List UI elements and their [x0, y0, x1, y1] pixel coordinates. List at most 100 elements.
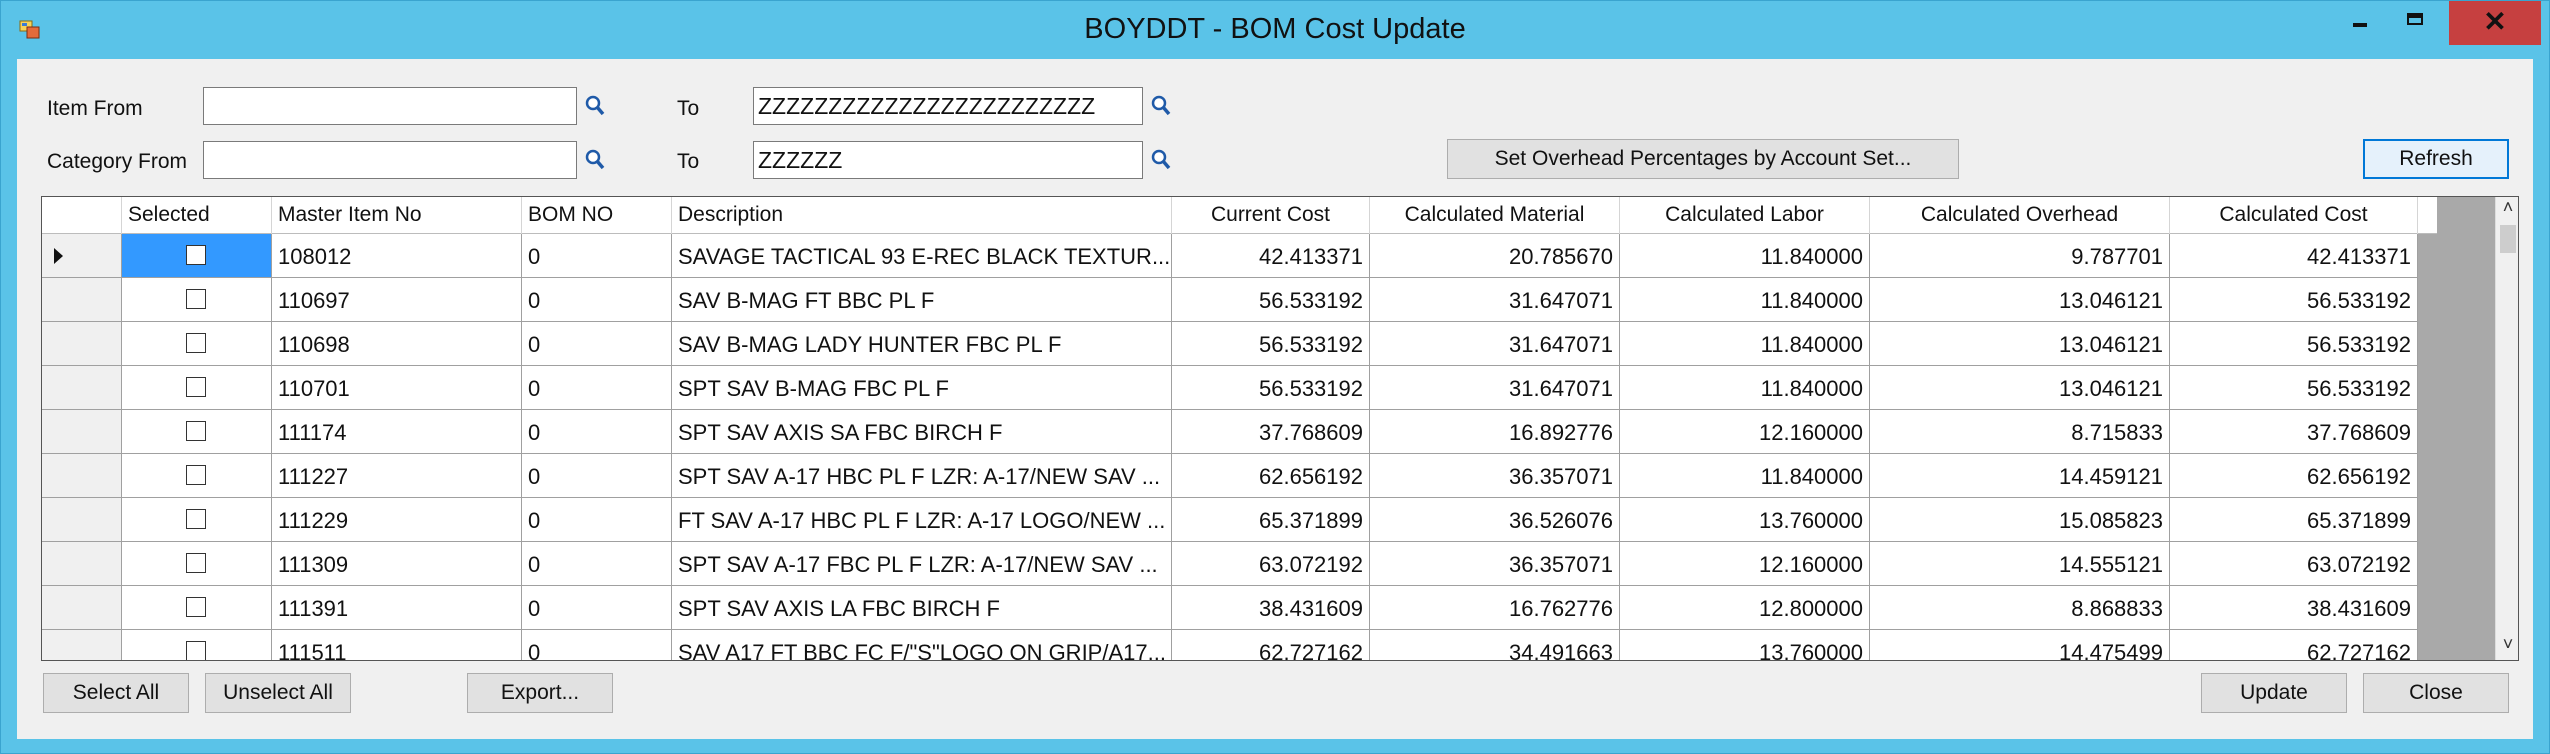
cell-current-cost[interactable]: 62.727162	[1172, 630, 1370, 660]
cell-calculated-material[interactable]: 16.892776	[1370, 410, 1620, 454]
cell-current-cost[interactable]: 56.533192	[1172, 278, 1370, 322]
row-select-checkbox[interactable]	[186, 597, 206, 617]
cell-selected[interactable]	[122, 542, 272, 586]
cell-calculated-labor[interactable]: 11.840000	[1620, 278, 1870, 322]
row-select-checkbox[interactable]	[186, 641, 206, 660]
col-header-calculated-overhead[interactable]: Calculated Overhead	[1870, 197, 2170, 234]
update-button[interactable]: Update	[2201, 673, 2347, 713]
cell-calculated-cost[interactable]: 38.431609	[2170, 586, 2418, 630]
row-header[interactable]	[42, 542, 122, 586]
row-header[interactable]	[42, 454, 122, 498]
cell-calculated-cost[interactable]: 63.072192	[2170, 542, 2418, 586]
cell-bom-no[interactable]: 0	[522, 410, 672, 454]
row-select-checkbox[interactable]	[186, 333, 206, 353]
cell-calculated-labor[interactable]: 11.840000	[1620, 454, 1870, 498]
cell-calculated-overhead[interactable]: 9.787701	[1870, 234, 2170, 278]
close-button[interactable]: Close	[2363, 673, 2509, 713]
cell-current-cost[interactable]: 42.413371	[1172, 234, 1370, 278]
cell-description[interactable]: SPT SAV A-17 HBC PL F LZR: A-17/NEW SAV …	[672, 454, 1172, 498]
cell-calculated-material[interactable]: 36.357071	[1370, 542, 1620, 586]
table-row[interactable]: 110697 0 SAV B-MAG FT BBC PL F 56.533192 31.…	[42, 278, 2437, 322]
select-all-button[interactable]: Select All	[43, 673, 189, 713]
col-header-description[interactable]: Description	[672, 197, 1172, 234]
cell-current-cost[interactable]: 37.768609	[1172, 410, 1370, 454]
cell-master-item-no[interactable]: 111511	[272, 630, 522, 660]
col-header-calculated-labor[interactable]: Calculated Labor	[1620, 197, 1870, 234]
table-row[interactable]: 108012 0 SAVAGE TACTICAL 93 E-REC BLACK TE…	[42, 234, 2437, 278]
cell-bom-no[interactable]: 0	[522, 586, 672, 630]
bom-grid[interactable]: Selected Master Item No BOM NO Descripti…	[41, 196, 2519, 661]
cell-bom-no[interactable]: 0	[522, 498, 672, 542]
category-to-input[interactable]: ZZZZZZ	[753, 141, 1143, 179]
cell-description[interactable]: SAV B-MAG LADY HUNTER FBC PL F	[672, 322, 1172, 366]
item-from-search-icon[interactable]	[585, 95, 605, 117]
cell-selected[interactable]	[122, 630, 272, 660]
cell-calculated-material[interactable]: 31.647071	[1370, 322, 1620, 366]
cell-selected[interactable]	[122, 410, 272, 454]
cell-calculated-labor[interactable]: 11.840000	[1620, 366, 1870, 410]
cell-selected[interactable]	[122, 586, 272, 630]
row-select-checkbox[interactable]	[186, 509, 206, 529]
refresh-button[interactable]: Refresh	[2363, 139, 2509, 179]
cell-calculated-labor[interactable]: 11.840000	[1620, 322, 1870, 366]
cell-bom-no[interactable]: 0	[522, 234, 672, 278]
col-header-master-item-no[interactable]: Master Item No	[272, 197, 522, 234]
cell-calculated-overhead[interactable]: 13.046121	[1870, 366, 2170, 410]
cell-calculated-labor[interactable]: 12.160000	[1620, 542, 1870, 586]
set-overhead-button[interactable]: Set Overhead Percentages by Account Set.…	[1447, 139, 1959, 179]
cell-selected[interactable]	[122, 366, 272, 410]
row-header[interactable]	[42, 630, 122, 660]
cell-master-item-no[interactable]: 110697	[272, 278, 522, 322]
cell-calculated-cost[interactable]: 42.413371	[2170, 234, 2418, 278]
cell-calculated-labor[interactable]: 11.840000	[1620, 234, 1870, 278]
cell-calculated-overhead[interactable]: 8.868833	[1870, 586, 2170, 630]
chevron-up-icon[interactable]: ˄	[2502, 197, 2514, 217]
category-to-search-icon[interactable]	[1151, 149, 1171, 171]
row-header[interactable]	[42, 322, 122, 366]
cell-calculated-material[interactable]: 31.647071	[1370, 278, 1620, 322]
item-to-search-icon[interactable]	[1151, 95, 1171, 117]
cell-calculated-overhead[interactable]: 8.715833	[1870, 410, 2170, 454]
cell-calculated-overhead[interactable]: 15.085823	[1870, 498, 2170, 542]
scrollbar-thumb[interactable]	[2500, 225, 2516, 253]
cell-master-item-no[interactable]: 110698	[272, 322, 522, 366]
cell-calculated-overhead[interactable]: 14.475499	[1870, 630, 2170, 660]
cell-bom-no[interactable]: 0	[522, 322, 672, 366]
unselect-all-button[interactable]: Unselect All	[205, 673, 351, 713]
cell-bom-no[interactable]: 0	[522, 278, 672, 322]
cell-calculated-overhead[interactable]: 14.459121	[1870, 454, 2170, 498]
cell-description[interactable]: FT SAV A-17 HBC PL F LZR: A-17 LOGO/NEW …	[672, 498, 1172, 542]
cell-bom-no[interactable]: 0	[522, 542, 672, 586]
table-row[interactable]: 111511 0 SAV A17 FT BBC FC F/"S"LOGO ON GR…	[42, 630, 2437, 660]
category-from-input[interactable]	[203, 141, 577, 179]
table-row[interactable]: 110698 0 SAV B-MAG LADY HUNTER FBC PL F 56.…	[42, 322, 2437, 366]
table-row[interactable]: 111229 0 FT SAV A-17 HBC PL F LZR: A-17 LO…	[42, 498, 2437, 542]
grid-vertical-scrollbar[interactable]: ˄ ˅	[2495, 197, 2518, 660]
cell-calculated-cost[interactable]: 56.533192	[2170, 322, 2418, 366]
table-row[interactable]: 111309 0 SPT SAV A-17 FBC PL F LZR: A-17/N…	[42, 542, 2437, 586]
col-header-current-cost[interactable]: Current Cost	[1172, 197, 1370, 234]
item-from-input[interactable]	[203, 87, 577, 125]
title-bar[interactable]: BOYDDT - BOM Cost Update ✕	[1, 1, 2549, 59]
cell-current-cost[interactable]: 56.533192	[1172, 366, 1370, 410]
col-header-calculated-cost[interactable]: Calculated Cost	[2170, 197, 2418, 234]
cell-selected[interactable]	[122, 234, 272, 278]
cell-master-item-no[interactable]: 108012	[272, 234, 522, 278]
cell-calculated-cost[interactable]: 56.533192	[2170, 278, 2418, 322]
cell-selected[interactable]	[122, 322, 272, 366]
cell-calculated-material[interactable]: 31.647071	[1370, 366, 1620, 410]
cell-current-cost[interactable]: 65.371899	[1172, 498, 1370, 542]
category-from-search-icon[interactable]	[585, 149, 605, 171]
row-header[interactable]	[42, 586, 122, 630]
cell-master-item-no[interactable]: 111229	[272, 498, 522, 542]
col-header-bom-no[interactable]: BOM NO	[522, 197, 672, 234]
cell-description[interactable]: SPT SAV AXIS SA FBC BIRCH F	[672, 410, 1172, 454]
row-select-checkbox[interactable]	[186, 421, 206, 441]
cell-calculated-cost[interactable]: 62.727162	[2170, 630, 2418, 660]
cell-calculated-overhead[interactable]: 14.555121	[1870, 542, 2170, 586]
cell-current-cost[interactable]: 56.533192	[1172, 322, 1370, 366]
cell-calculated-cost[interactable]: 62.656192	[2170, 454, 2418, 498]
window-close-button[interactable]: ✕	[2449, 1, 2541, 45]
cell-master-item-no[interactable]: 111227	[272, 454, 522, 498]
cell-calculated-overhead[interactable]: 13.046121	[1870, 278, 2170, 322]
